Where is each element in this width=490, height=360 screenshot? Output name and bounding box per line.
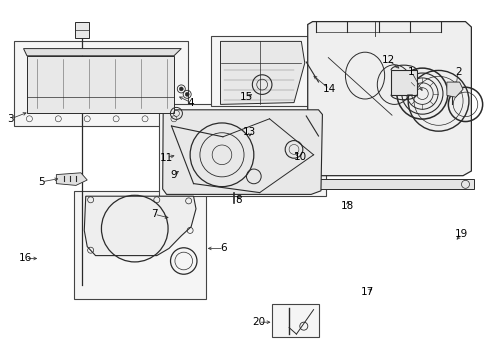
Text: 11: 11 [160,153,173,163]
Bar [75,22,89,38]
Text: 8: 8 [235,195,242,205]
Text: 12: 12 [382,55,395,66]
Text: 17: 17 [361,287,374,297]
Polygon shape [84,196,196,256]
Polygon shape [56,173,87,185]
Text: 2: 2 [455,67,462,77]
Circle shape [179,87,183,91]
Text: 20: 20 [252,317,265,327]
Bar [391,70,416,95]
Text: 5: 5 [38,177,45,187]
Bar [74,191,206,299]
Polygon shape [447,82,463,97]
Text: 3: 3 [7,114,14,124]
Text: 19: 19 [455,229,468,239]
Bar [14,41,188,126]
Text: 10: 10 [294,152,306,162]
Text: 15: 15 [240,92,253,102]
Text: 18: 18 [341,201,355,211]
Polygon shape [163,110,322,194]
Text: 14: 14 [322,84,336,94]
Polygon shape [220,41,305,104]
Text: 16: 16 [19,253,32,264]
Text: 1: 1 [408,67,415,77]
Bar [211,36,309,106]
Text: 4: 4 [188,98,195,108]
Bar [159,104,326,196]
Bar [303,179,474,189]
Text: 7: 7 [151,209,158,219]
Polygon shape [24,49,181,56]
Bar [272,304,319,337]
Circle shape [185,92,189,96]
Text: 9: 9 [171,170,177,180]
Text: 13: 13 [243,127,257,137]
Bar [27,56,174,113]
Polygon shape [308,22,471,176]
Text: 6: 6 [220,243,227,253]
